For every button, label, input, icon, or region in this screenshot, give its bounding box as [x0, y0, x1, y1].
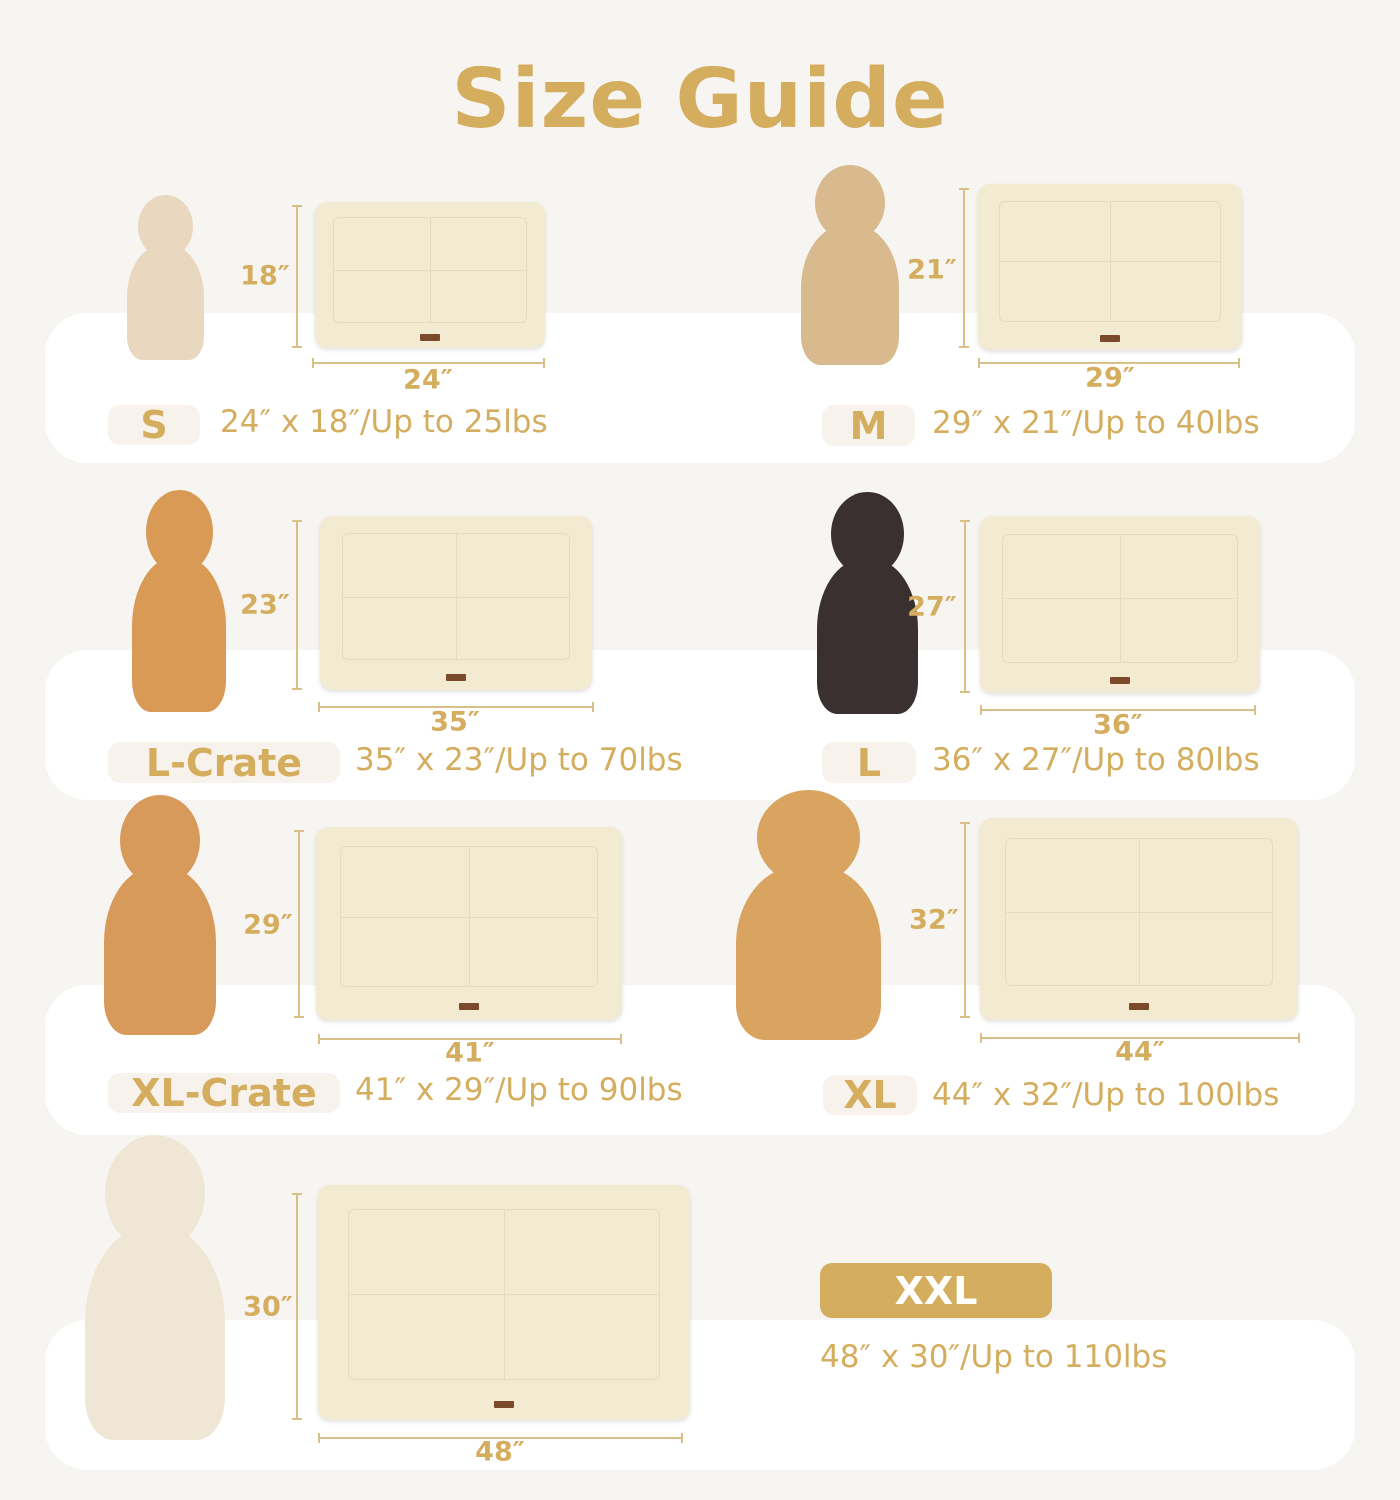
height-dimension-line — [294, 830, 308, 1018]
dog-head — [831, 492, 904, 577]
mat-quilting — [1005, 838, 1273, 986]
width-dimension-line — [318, 1433, 683, 1447]
mat-quilting — [999, 200, 1221, 322]
width-dimension-line — [312, 358, 545, 372]
size-badge: XL — [823, 1073, 917, 1117]
height-label: 32″ — [909, 904, 959, 936]
size-spec: 36″ x 27″/Up to 80lbs — [932, 742, 1260, 778]
height-label: 18″ — [240, 260, 290, 292]
dog-head — [756, 790, 861, 885]
dog-head — [137, 195, 193, 258]
chihuahua-photo — [110, 195, 220, 360]
width-label: 44″ — [1115, 1036, 1165, 1068]
height-label: 29″ — [243, 909, 293, 941]
shiba-inu-photo — [80, 795, 240, 1035]
height-dimension-line — [960, 520, 974, 693]
mat-label-tag — [1129, 1002, 1149, 1010]
mat-image — [980, 516, 1260, 693]
mat-quilting — [340, 846, 598, 988]
height-dimension-line — [292, 520, 306, 690]
mat-quilting — [341, 533, 571, 661]
width-dimension-line — [318, 702, 594, 716]
height-label: 27″ — [907, 591, 957, 623]
white-golden-retriever-photo — [55, 1135, 255, 1440]
width-dimension-line — [978, 358, 1240, 372]
size-badge: S — [108, 403, 200, 447]
size-spec: 24″ x 18″/Up to 25lbs — [220, 404, 548, 440]
dog-body — [801, 225, 899, 365]
size-badge: XL-Crate — [108, 1071, 340, 1115]
mat-label-tag — [446, 674, 466, 682]
mat-quilting — [1002, 533, 1238, 663]
mat-image — [978, 184, 1242, 350]
dog-head — [105, 1135, 205, 1251]
size-spec: 41″ x 29″/Up to 90lbs — [355, 1072, 683, 1108]
dog-body — [126, 244, 204, 360]
border-collie-photo — [795, 492, 940, 714]
width-dimension-line — [980, 1033, 1300, 1047]
mat-label-tag — [1100, 334, 1120, 342]
mat-quilting — [347, 1208, 661, 1381]
corgi-photo — [112, 490, 246, 712]
size-spec: 29″ x 21″/Up to 40lbs — [932, 405, 1260, 441]
mat-label-tag — [459, 1003, 479, 1011]
row-panel — [45, 1320, 1355, 1470]
height-dimension-line — [959, 188, 973, 348]
dog-body — [85, 1226, 225, 1440]
mat-image — [980, 818, 1298, 1020]
dog-body — [132, 556, 226, 712]
height-label: 30″ — [243, 1291, 293, 1323]
size-badge: L — [822, 741, 916, 785]
dog-body — [736, 865, 881, 1040]
mat-label-tag — [494, 1401, 514, 1409]
mat-label-tag — [1110, 677, 1130, 685]
height-dimension-line — [292, 1193, 306, 1420]
width-label: 36″ — [1093, 709, 1143, 741]
width-label: 24″ — [403, 364, 453, 396]
size-badge: M — [822, 404, 915, 448]
mat-quilting — [333, 216, 527, 324]
mat-image — [316, 827, 622, 1020]
mat-image — [315, 202, 545, 348]
height-label: 23″ — [240, 589, 290, 621]
dog-head — [815, 165, 885, 241]
width-label: 29″ — [1085, 362, 1135, 394]
mat-image — [320, 516, 592, 690]
dog-head — [120, 795, 200, 887]
height-label: 21″ — [907, 254, 957, 286]
dog-body — [104, 867, 216, 1035]
width-label: 48″ — [475, 1436, 525, 1468]
size-spec: 48″ x 30″/Up to 110lbs — [820, 1339, 1168, 1375]
width-label: 41″ — [445, 1037, 495, 1069]
height-dimension-line — [292, 205, 306, 348]
width-dimension-line — [318, 1034, 622, 1048]
golden-retriever-photo — [705, 790, 912, 1040]
dog-body — [816, 558, 919, 714]
size-spec: 44″ x 32″/Up to 100lbs — [932, 1077, 1280, 1113]
size-badge: XXL — [820, 1263, 1052, 1318]
width-label: 35″ — [430, 706, 480, 738]
height-dimension-line — [960, 822, 974, 1018]
mat-image — [318, 1185, 690, 1420]
dog-head — [145, 490, 213, 575]
page-title: Size Guide — [451, 52, 949, 147]
doodle-photo — [780, 165, 920, 365]
size-spec: 35″ x 23″/Up to 70lbs — [355, 742, 683, 778]
mat-label-tag — [420, 333, 440, 341]
size-badge: L-Crate — [108, 741, 340, 785]
width-dimension-line — [980, 705, 1256, 719]
